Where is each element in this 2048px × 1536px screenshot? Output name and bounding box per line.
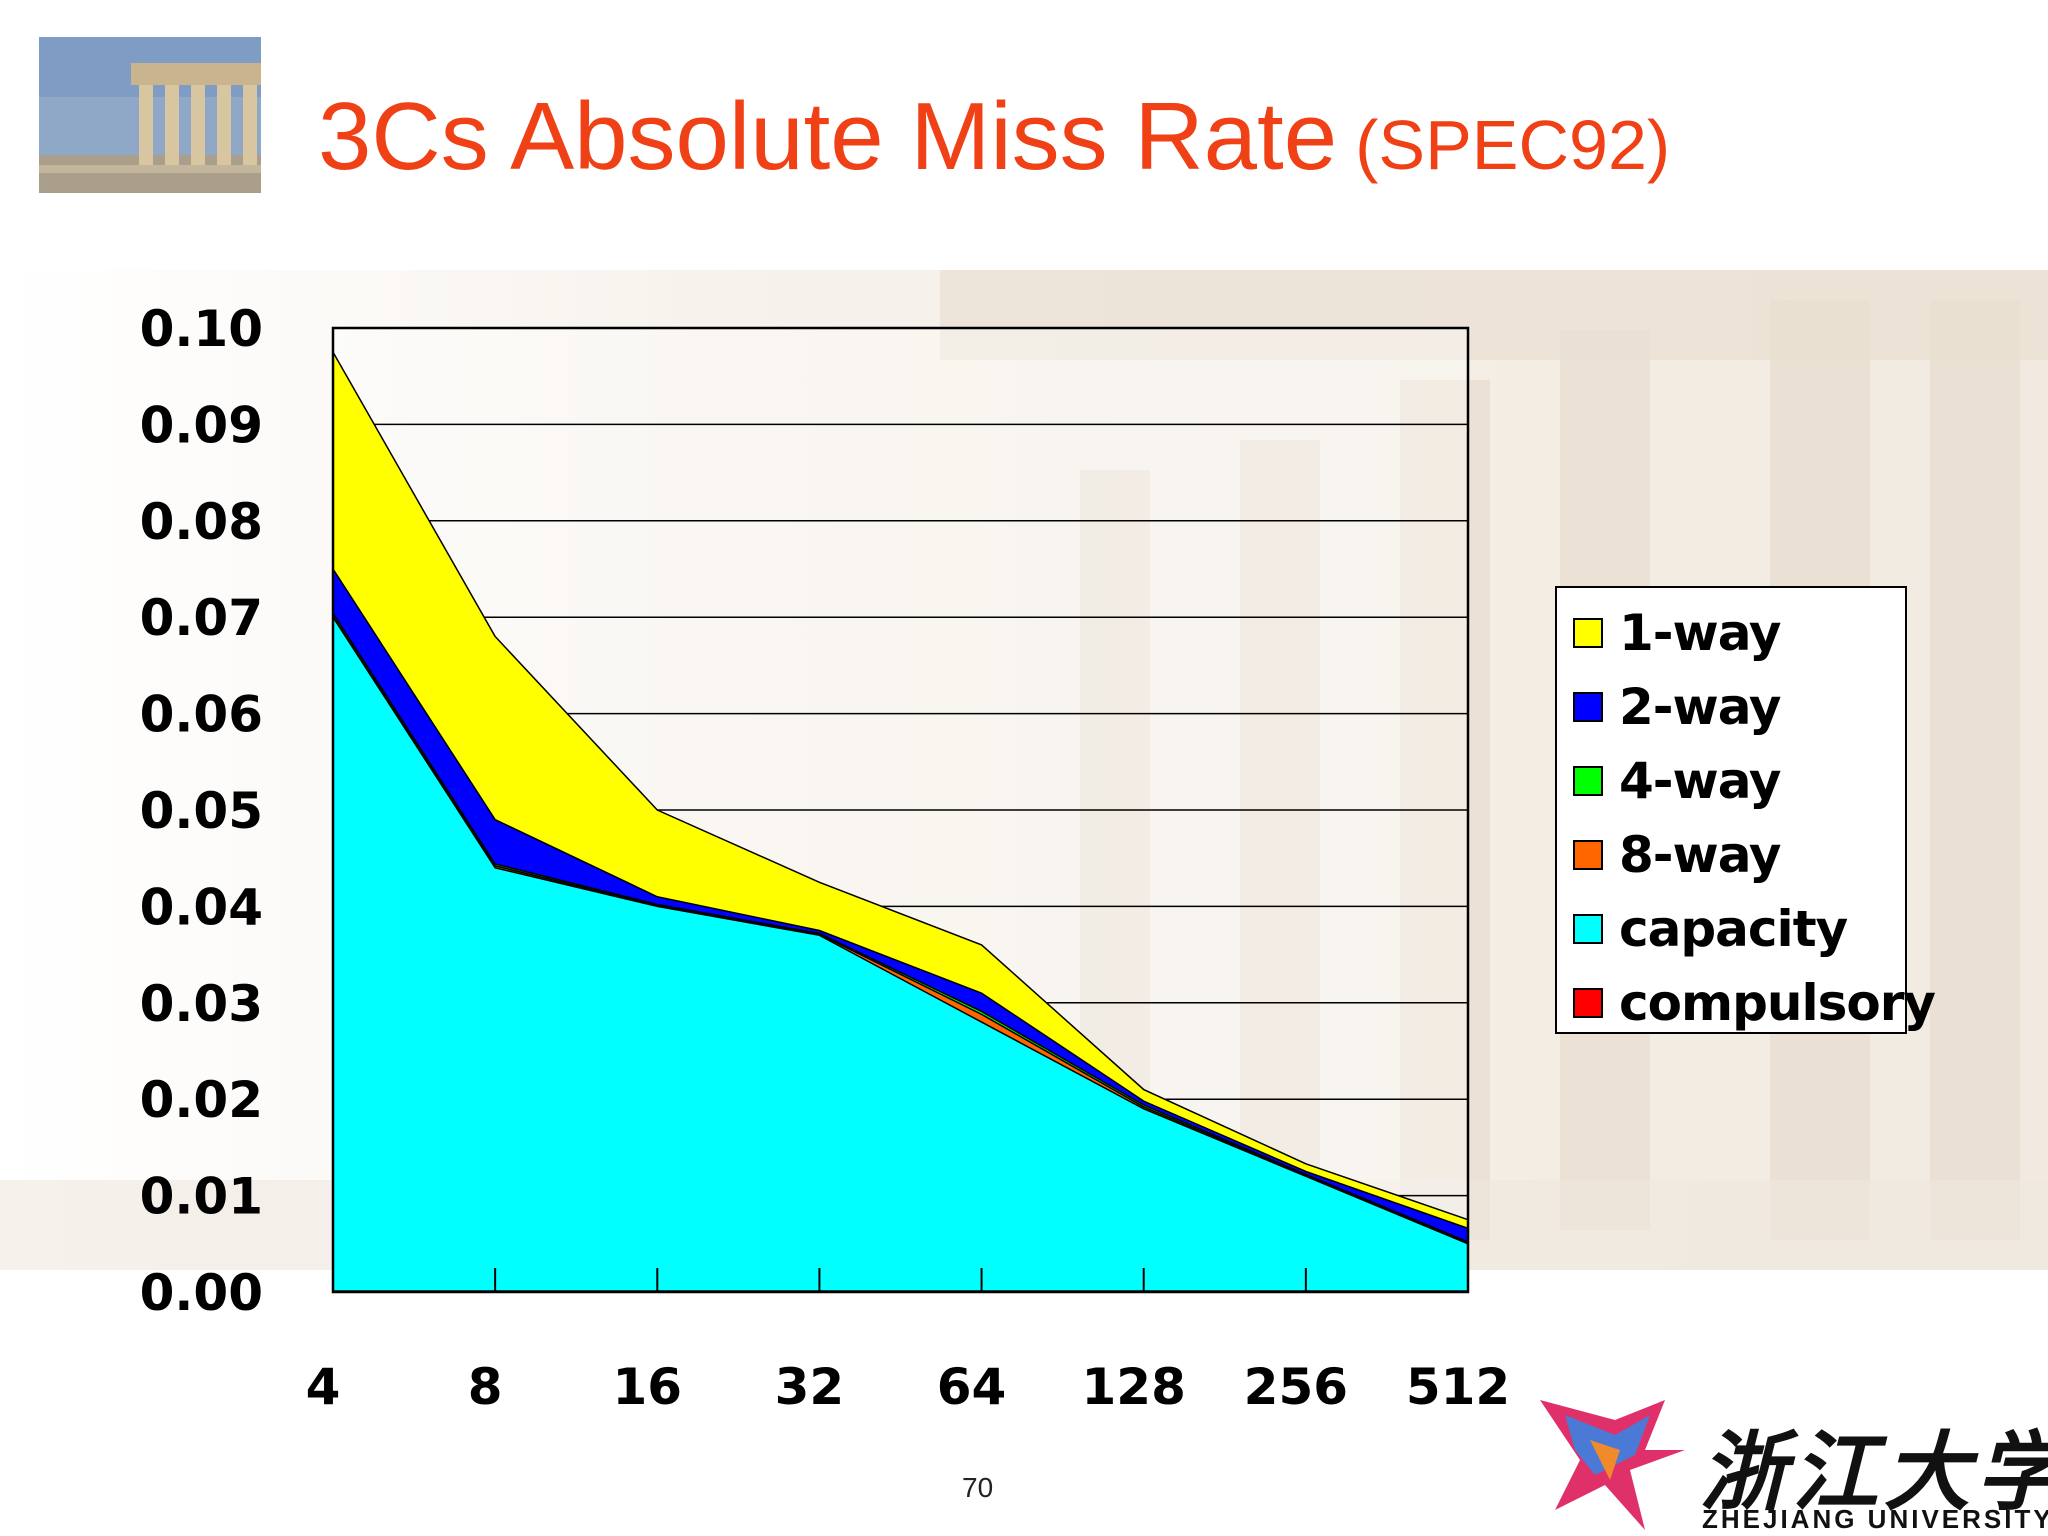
legend-item-8-way: 8-way [1573,820,1782,890]
x-tick-label: 256 [1244,1358,1348,1416]
y-tick-label: 0.03 [140,975,263,1033]
legend-swatch-2-way [1573,692,1603,722]
area-edge-2-way [332,568,1469,1230]
legend-item-capacity: capacity [1573,894,1848,964]
y-tick-label: 0.09 [140,396,263,454]
legend-swatch-1-way [1573,618,1603,648]
area-edge-1-way [332,351,1469,1221]
title-main-text: 3Cs Absolute Miss Rate [318,83,1338,190]
y-tick-label: 0.05 [140,782,263,840]
legend-label-4-way: 4-way [1619,752,1782,810]
legend-swatch-4-way [1573,766,1603,796]
x-tick-label: 128 [1082,1358,1186,1416]
page-number: 70 [962,1472,994,1503]
x-tick-label: 8 [468,1358,503,1416]
area-capacity [333,617,1468,1292]
plot-frame [331,326,1470,1294]
zhejiang-university-logo-icon [1540,1400,1685,1530]
legend-swatch-capacity [1573,914,1603,944]
x-tick-label: 64 [937,1358,1007,1416]
y-tick-label: 0.00 [140,1264,263,1322]
legend-swatch-8-way [1573,840,1603,870]
logo-chinese-text: 浙江大学 [1700,1422,2048,1523]
x-tick-label: 16 [612,1358,682,1416]
y-tick-label: 0.06 [140,686,263,744]
legend-item-compulsory: compulsory [1573,968,1936,1038]
legend-swatch-compulsory [1573,988,1603,1018]
y-tick-label: 0.02 [140,1071,263,1129]
y-tick-label: 0.08 [140,493,263,551]
legend-item-1-way: 1-way [1573,598,1782,668]
y-tick-label: 0.01 [140,1168,263,1226]
area-edge-4-way [332,612,1469,1243]
x-tick-label: 512 [1406,1358,1510,1416]
legend-item-4-way: 4-way [1573,746,1782,816]
legend-label-compulsory: compulsory [1619,974,1936,1032]
y-tick-label: 0.04 [140,878,263,936]
area-edge-capacity [332,616,1469,1245]
legend-label-1-way: 1-way [1619,604,1782,662]
area-1-way [333,352,1468,1229]
slide-title: 3Cs Absolute Miss Rate (SPEC92) [318,82,1670,192]
y-tick-label: 0.07 [140,589,263,647]
area-edge-8-way [332,615,1469,1244]
chart-legend: 1-way 2-way 4-way 8-way capacity compuls… [1555,586,1936,1034]
title-sub-text: (SPEC92) [1355,106,1671,184]
legend-item-2-way: 2-way [1573,672,1782,742]
legend-label-2-way: 2-way [1619,678,1782,736]
legend-label-8-way: 8-way [1619,826,1782,884]
x-tick-label: 32 [775,1358,845,1416]
parthenon-thumbnail [39,37,261,193]
logo-english-text: ZHEJIANG UNIVERSITY [1702,1504,2048,1534]
y-tick-label: 0.10 [140,300,263,358]
x-tick-label: 4 [306,1358,341,1416]
legend-label-capacity: capacity [1619,900,1848,958]
